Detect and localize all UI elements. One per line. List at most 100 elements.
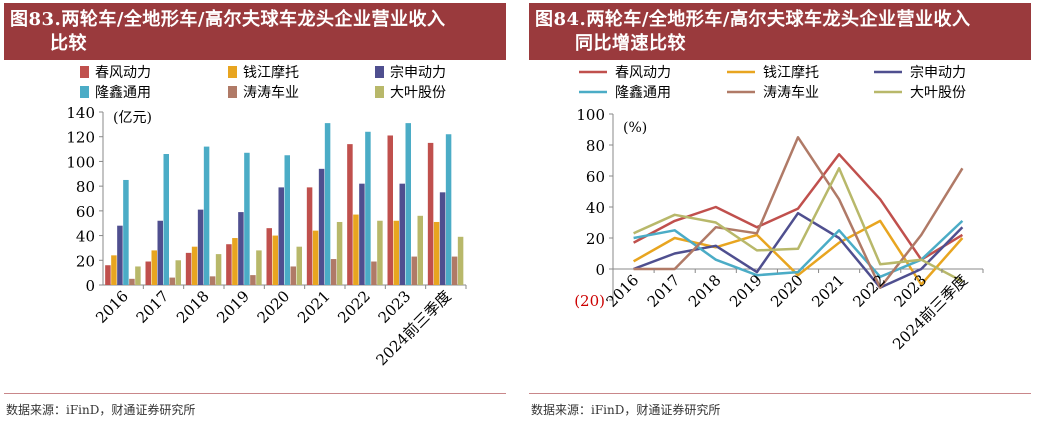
left-bar bbox=[250, 275, 256, 285]
left-chart-title-line1: 图83.两轮车/全地形车/高尔夫球车龙头企业营业收入 bbox=[10, 9, 446, 30]
left-legend-swatch bbox=[228, 66, 237, 78]
right-legend-label: 大叶股份 bbox=[910, 85, 966, 101]
right-chart-title-line1: 图84.两轮车/全地形车/高尔夫球车龙头企业营业收入 bbox=[535, 9, 971, 30]
left-bar bbox=[215, 254, 222, 285]
left-bar bbox=[129, 278, 135, 285]
left-bar bbox=[272, 235, 278, 285]
left-x-tick-label: 2021 bbox=[294, 287, 334, 327]
left-chart-panel: 图83.两轮车/全地形车/高尔夫球车龙头企业营业收入 比较 春风动力 钱江摩托 宗申… bbox=[0, 0, 512, 425]
left-bar bbox=[191, 246, 198, 285]
left-legend-label: 隆鑫通用 bbox=[95, 84, 151, 101]
left-unit-label: (亿元) bbox=[113, 110, 152, 126]
right-x-tick-label: 2021 bbox=[808, 271, 848, 311]
left-y-tick-label: 20 bbox=[76, 252, 95, 270]
right-x-tick-label: 2018 bbox=[685, 271, 725, 311]
left-legend-label: 春风动力 bbox=[95, 65, 151, 81]
right-series-line bbox=[633, 219, 964, 279]
left-y-tick-label: 40 bbox=[76, 228, 95, 246]
right-x-tick-label: 2016 bbox=[603, 271, 643, 311]
left-y-tick-label: 80 bbox=[76, 178, 95, 196]
left-bar bbox=[226, 244, 232, 285]
left-footer-rule bbox=[4, 393, 506, 394]
left-y-tick-label: 100 bbox=[66, 153, 95, 171]
left-legend-swatch bbox=[228, 86, 237, 98]
left-bar bbox=[266, 228, 272, 285]
left-bar bbox=[433, 221, 440, 285]
left-bar bbox=[393, 220, 399, 285]
left-bar bbox=[451, 256, 458, 285]
right-series-line bbox=[633, 211, 964, 289]
left-legend-label: 钱江摩托 bbox=[243, 64, 299, 81]
left-bar bbox=[457, 236, 464, 285]
right-y-tick-label: 0 bbox=[595, 261, 605, 279]
left-x-tick-label: 2022 bbox=[334, 287, 374, 327]
right-series-line bbox=[633, 136, 964, 289]
left-bar bbox=[145, 261, 151, 285]
left-bar bbox=[175, 260, 181, 285]
right-y-tick-label: 20 bbox=[586, 230, 605, 248]
left-bar bbox=[105, 265, 111, 285]
left-bar bbox=[123, 179, 129, 285]
right-legend-label: 隆鑫通用 bbox=[615, 84, 671, 101]
right-x-tick-label: 2022 bbox=[849, 271, 889, 311]
left-bar bbox=[330, 259, 337, 285]
right-chart-title-line2: 同比增速比较 bbox=[575, 33, 686, 54]
right-y-tick-label: 60 bbox=[586, 168, 605, 186]
left-x-tick-label: 2016 bbox=[92, 287, 132, 327]
left-bar bbox=[151, 250, 157, 285]
left-chart-title-box: 图83.两轮车/全地形车/高尔夫球车龙头企业营业收入 比较 bbox=[4, 3, 506, 60]
right-y-tick-label: 100 bbox=[576, 106, 605, 124]
left-legend-label: 大叶股份 bbox=[390, 85, 446, 101]
right-legend-label: 春风动力 bbox=[615, 65, 671, 81]
left-bar bbox=[117, 225, 123, 285]
right-series-line bbox=[633, 167, 963, 283]
left-x-tick-label: 2019 bbox=[213, 287, 253, 327]
left-bar bbox=[359, 183, 365, 285]
left-bar bbox=[365, 131, 371, 285]
right-source-note: 数据来源：iFinD，财通证券研究所 bbox=[531, 403, 721, 417]
left-bar bbox=[157, 220, 163, 285]
left-bar bbox=[256, 250, 262, 285]
left-y-tick-label: 0 bbox=[85, 277, 95, 295]
left-bar bbox=[318, 168, 325, 285]
right-legend-label: 涛涛车业 bbox=[763, 84, 819, 101]
right-chart-title-box: 图84.两轮车/全地形车/高尔夫球车龙头企业营业收入 同比增速比较 bbox=[529, 3, 1031, 60]
left-bar bbox=[197, 209, 204, 285]
left-bar bbox=[387, 135, 393, 285]
left-bar bbox=[336, 221, 343, 285]
left-y-tick-label: 60 bbox=[76, 203, 95, 221]
left-y-tick-label: 120 bbox=[66, 129, 95, 147]
left-bar bbox=[290, 266, 296, 285]
right-x-tick-label: 2017 bbox=[644, 271, 684, 311]
right-x-tick-label: 2019 bbox=[726, 271, 766, 311]
left-y-tick-label: 140 bbox=[66, 104, 95, 122]
left-bar bbox=[296, 246, 302, 285]
left-bar bbox=[353, 214, 359, 285]
left-bar bbox=[411, 256, 417, 285]
right-chart-panel: 图84.两轮车/全地形车/高尔夫球车龙头企业营业收入 同比增速比较 春风动力 钱江… bbox=[525, 0, 1037, 425]
left-bar bbox=[324, 123, 331, 285]
left-bar bbox=[371, 261, 377, 285]
left-bar bbox=[284, 155, 290, 285]
left-bar bbox=[405, 123, 411, 285]
right-legend-label: 钱江摩托 bbox=[763, 64, 819, 81]
left-bar bbox=[439, 192, 446, 285]
left-x-tick-label: 2018 bbox=[173, 287, 213, 327]
right-x-tick-label: 2020 bbox=[767, 271, 807, 311]
left-bar bbox=[232, 238, 238, 285]
left-bar bbox=[278, 187, 284, 285]
left-legend-swatch bbox=[375, 86, 384, 98]
right-y-tick-label: (20) bbox=[574, 292, 605, 310]
left-bar bbox=[169, 277, 175, 285]
left-bar bbox=[312, 230, 319, 285]
right-unit-label: (%) bbox=[623, 120, 647, 136]
left-bar bbox=[445, 134, 452, 285]
left-bar bbox=[163, 154, 169, 285]
right-legend-label: 宗申动力 bbox=[910, 65, 966, 81]
left-bar bbox=[399, 183, 405, 285]
right-y-tick-label: 80 bbox=[586, 137, 605, 155]
left-bar bbox=[244, 152, 250, 285]
left-bar bbox=[347, 144, 353, 285]
left-bar bbox=[185, 252, 192, 285]
